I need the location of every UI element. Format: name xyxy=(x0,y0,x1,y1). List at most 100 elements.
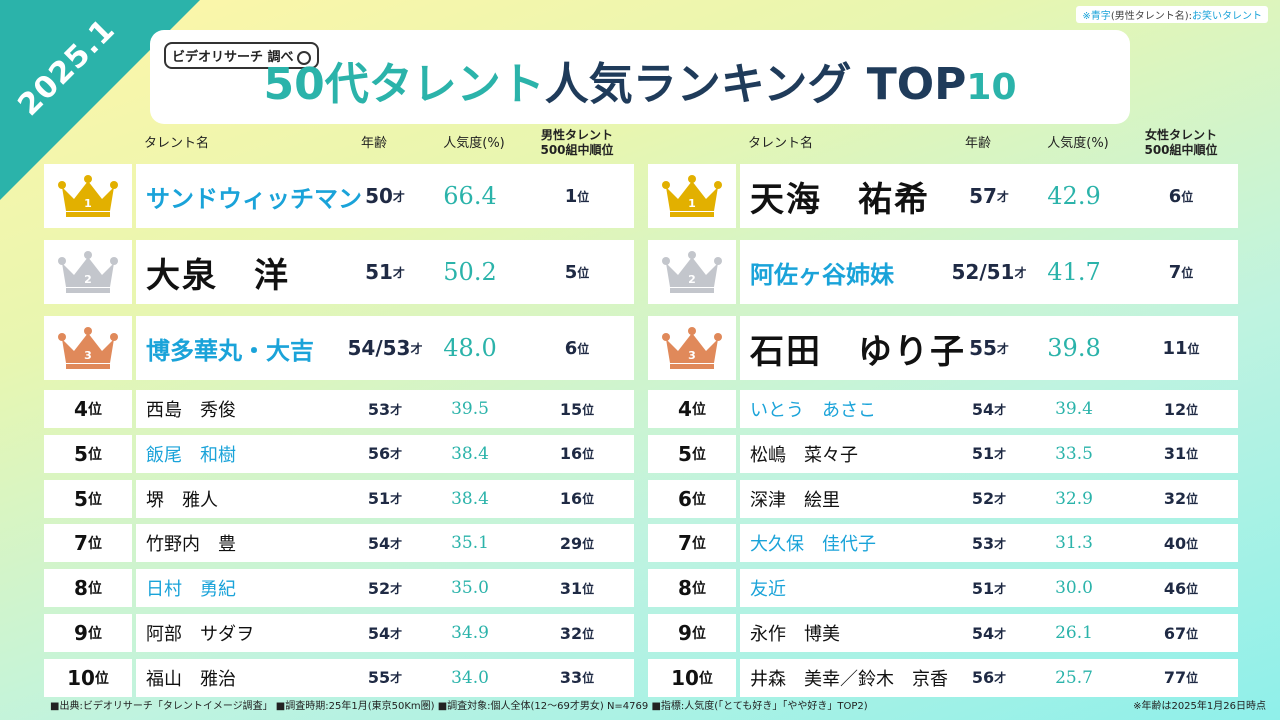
talent-name: 堺 雅人 xyxy=(146,489,218,511)
talent-age: 52/51 才 xyxy=(944,240,1034,304)
overall-rank: 11 位 xyxy=(1126,316,1236,380)
age-value: 56 xyxy=(971,668,995,688)
popularity-value: 32.9 xyxy=(1055,488,1093,509)
talent-age: 52 才 xyxy=(944,480,1034,518)
talent-age: 57 才 xyxy=(944,164,1034,228)
overall-rank-unit: 位 xyxy=(1187,341,1200,356)
entry-cell: 博多華丸・大吉 54/53 才 48.0 6 位 xyxy=(136,316,634,380)
talent-name: 友近 xyxy=(750,579,786,601)
female-panel: タレント名 年齢 人気度(%) 女性タレント 500組中順位 1 天海 祐希 57 才… xyxy=(648,128,1238,697)
male-row-4: 4 位西島 秀俊 53 才 39.5 15 位 xyxy=(44,390,634,428)
age-value: 54/53 xyxy=(347,336,411,360)
popularity-value: 35.1 xyxy=(451,533,489,554)
overall-rank-value: 29 xyxy=(559,533,583,553)
overall-rank-unit: 位 xyxy=(582,671,595,686)
rank-number: 10 xyxy=(671,665,699,690)
crown-icon: 2 xyxy=(662,251,722,293)
header-age: 年齢 xyxy=(964,136,991,151)
rank-unit: 位 xyxy=(691,626,706,642)
rank-number: 5 xyxy=(74,486,88,511)
age-unit: 才 xyxy=(994,402,1007,417)
talent-name: 石田 ゆり子 xyxy=(750,331,966,372)
entry-cell: 西島 秀俊 53 才 39.5 15 位 xyxy=(136,390,634,428)
age-value: 55 xyxy=(969,336,997,360)
rank-unit: 位 xyxy=(87,626,102,642)
overall-rank-value: 31 xyxy=(559,578,583,598)
talent-name: 飯尾 和樹 xyxy=(146,444,236,466)
talent-age: 54/53 才 xyxy=(340,316,430,380)
rank-number: 8 xyxy=(74,576,88,601)
overall-rank-unit: 位 xyxy=(1181,265,1194,280)
talent-name: 松嶋 菜々子 xyxy=(750,444,858,466)
rank-number: 9 xyxy=(74,621,88,645)
age-value: 57 xyxy=(969,184,997,208)
rank-unit: 位 xyxy=(691,402,706,418)
female-row-10: 10 位井森 美幸／鈴木 京香 56 才 25.7 77 位 xyxy=(648,658,1238,697)
male-row-1: 1 サンドウィッチマン 50 才 66.4 1 位 xyxy=(44,164,634,228)
age-unit: 才 xyxy=(1014,265,1027,280)
rank-unit: 位 xyxy=(87,446,102,463)
crown-icon: 1 xyxy=(662,175,722,217)
male-row-9: 9 位阿部 サダヲ 54 才 34.9 32 位 xyxy=(44,614,634,652)
talent-name: 福山 雅治 xyxy=(146,668,236,690)
entry-cell: 大泉 洋 51 才 50.2 5 位 xyxy=(136,240,634,304)
talent-name: 日村 勇紀 xyxy=(146,579,236,601)
overall-rank: 46 位 xyxy=(1126,569,1236,607)
overall-rank-value: 6 xyxy=(1168,185,1182,207)
overall-rank-value: 46 xyxy=(1163,578,1187,598)
rank-unit: 位 xyxy=(87,402,102,418)
talent-age: 51 才 xyxy=(944,435,1034,473)
overall-rank-unit: 位 xyxy=(1186,626,1199,641)
legend-colon: : xyxy=(1188,11,1192,22)
crown-rank-number: 2 xyxy=(84,273,92,286)
rank-number: 10 xyxy=(67,665,95,690)
age-unit: 才 xyxy=(390,402,403,417)
overall-rank: 40 位 xyxy=(1126,524,1236,562)
age-value: 55 xyxy=(367,668,391,688)
overall-rank-value: 31 xyxy=(1163,444,1187,464)
popularity-value: 33.5 xyxy=(1055,443,1093,464)
popularity-value: 31.3 xyxy=(1055,533,1093,554)
videoresearch-logo: ビデオリサーチ 調べ xyxy=(164,42,319,69)
title-rest: 人気ランキング TOP xyxy=(544,59,967,110)
crown-rank-number: 1 xyxy=(84,197,92,210)
overall-rank-unit: 位 xyxy=(582,492,595,507)
age-value: 54 xyxy=(971,623,995,643)
age-unit: 才 xyxy=(410,341,423,356)
talent-age: 56 才 xyxy=(944,659,1034,697)
male-headers: タレント名 年齢 人気度(%) 男性タレント 500組中順位 xyxy=(44,128,634,162)
header-pop: 人気度(%) xyxy=(1047,136,1109,151)
overall-rank: 31 位 xyxy=(522,569,632,607)
overall-rank: 16 位 xyxy=(522,480,632,518)
rank-cell: 3 xyxy=(44,316,132,380)
overall-rank-value: 1 xyxy=(564,185,578,207)
age-unit: 才 xyxy=(994,447,1007,462)
talent-age: 54 才 xyxy=(340,524,430,562)
female-row-5: 5 位松嶋 菜々子 51 才 33.5 31 位 xyxy=(648,434,1238,473)
popularity-value: 66.4 xyxy=(443,182,497,210)
rank-unit: 位 xyxy=(87,536,102,553)
legend-paren: (男性タレント名) xyxy=(1110,11,1189,22)
magnifier-icon xyxy=(296,50,311,65)
popularity-value: 25.7 xyxy=(1055,667,1093,688)
entry-cell: 石田 ゆり子 55 才 39.8 11 位 xyxy=(740,316,1238,380)
male-row-7: 7 位竹野内 豊 54 才 35.1 29 位 xyxy=(44,524,634,563)
overall-rank: 12 位 xyxy=(1126,390,1236,428)
age-value: 51 xyxy=(365,260,393,284)
overall-rank-value: 6 xyxy=(564,337,578,359)
rank-number: 5 xyxy=(678,441,692,466)
age-unit: 才 xyxy=(996,189,1009,204)
female-row-6: 6 位深津 絵里 52 才 32.9 32 位 xyxy=(648,479,1238,518)
crown-icon: 2 xyxy=(58,251,118,293)
talent-age: 53 才 xyxy=(340,390,430,428)
talent-name: 深津 絵里 xyxy=(750,489,840,511)
overall-rank-unit: 位 xyxy=(582,402,595,417)
talent-age: 51 才 xyxy=(340,240,430,304)
